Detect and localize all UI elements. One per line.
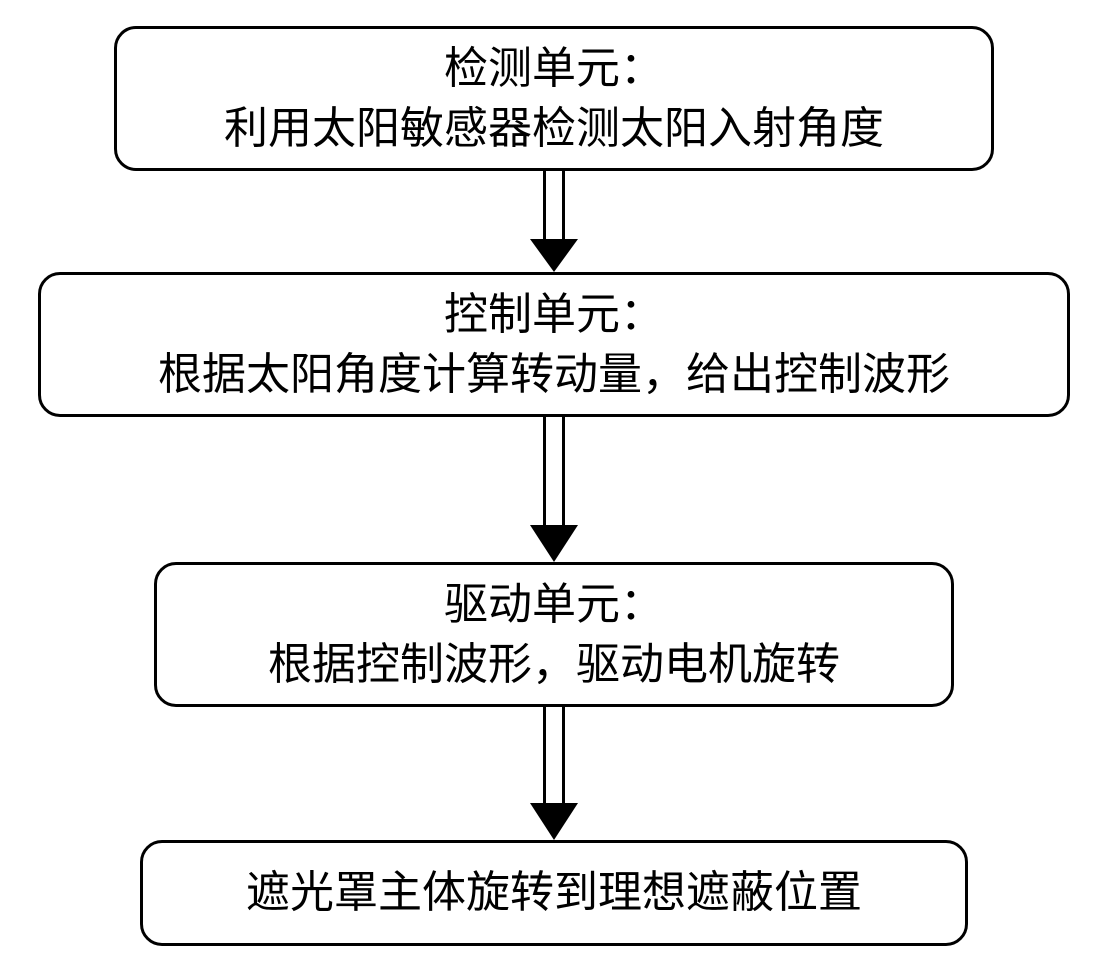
flow-node-detection: 检测单元： 利用太阳敏感器检测太阳入射角度	[114, 26, 994, 171]
flow-node-desc: 根据控制波形，驱动电机旋转	[268, 635, 840, 694]
flow-node-title: 驱动单元：	[444, 575, 664, 634]
flow-node-drive: 驱动单元： 根据控制波形，驱动电机旋转	[154, 562, 954, 707]
flow-node-result: 遮光罩主体旋转到理想遮蔽位置	[140, 840, 968, 946]
flow-arrow	[0, 171, 1107, 272]
flow-arrow	[0, 707, 1107, 840]
flow-node-desc: 遮光罩主体旋转到理想遮蔽位置	[246, 863, 862, 922]
arrow-down-icon	[530, 171, 578, 272]
flow-node-control: 控制单元： 根据太阳角度计算转动量，给出控制波形	[38, 272, 1070, 417]
flow-node-desc: 根据太阳角度计算转动量，给出控制波形	[158, 345, 950, 404]
flowchart-canvas: 检测单元： 利用太阳敏感器检测太阳入射角度 控制单元： 根据太阳角度计算转动量，…	[0, 0, 1107, 975]
flow-node-title: 控制单元：	[444, 285, 664, 344]
flow-arrow	[0, 417, 1107, 562]
arrow-down-icon	[530, 707, 578, 840]
flow-node-title: 检测单元：	[444, 39, 664, 98]
flow-node-desc: 利用太阳敏感器检测太阳入射角度	[224, 99, 884, 158]
arrow-down-icon	[530, 417, 578, 562]
